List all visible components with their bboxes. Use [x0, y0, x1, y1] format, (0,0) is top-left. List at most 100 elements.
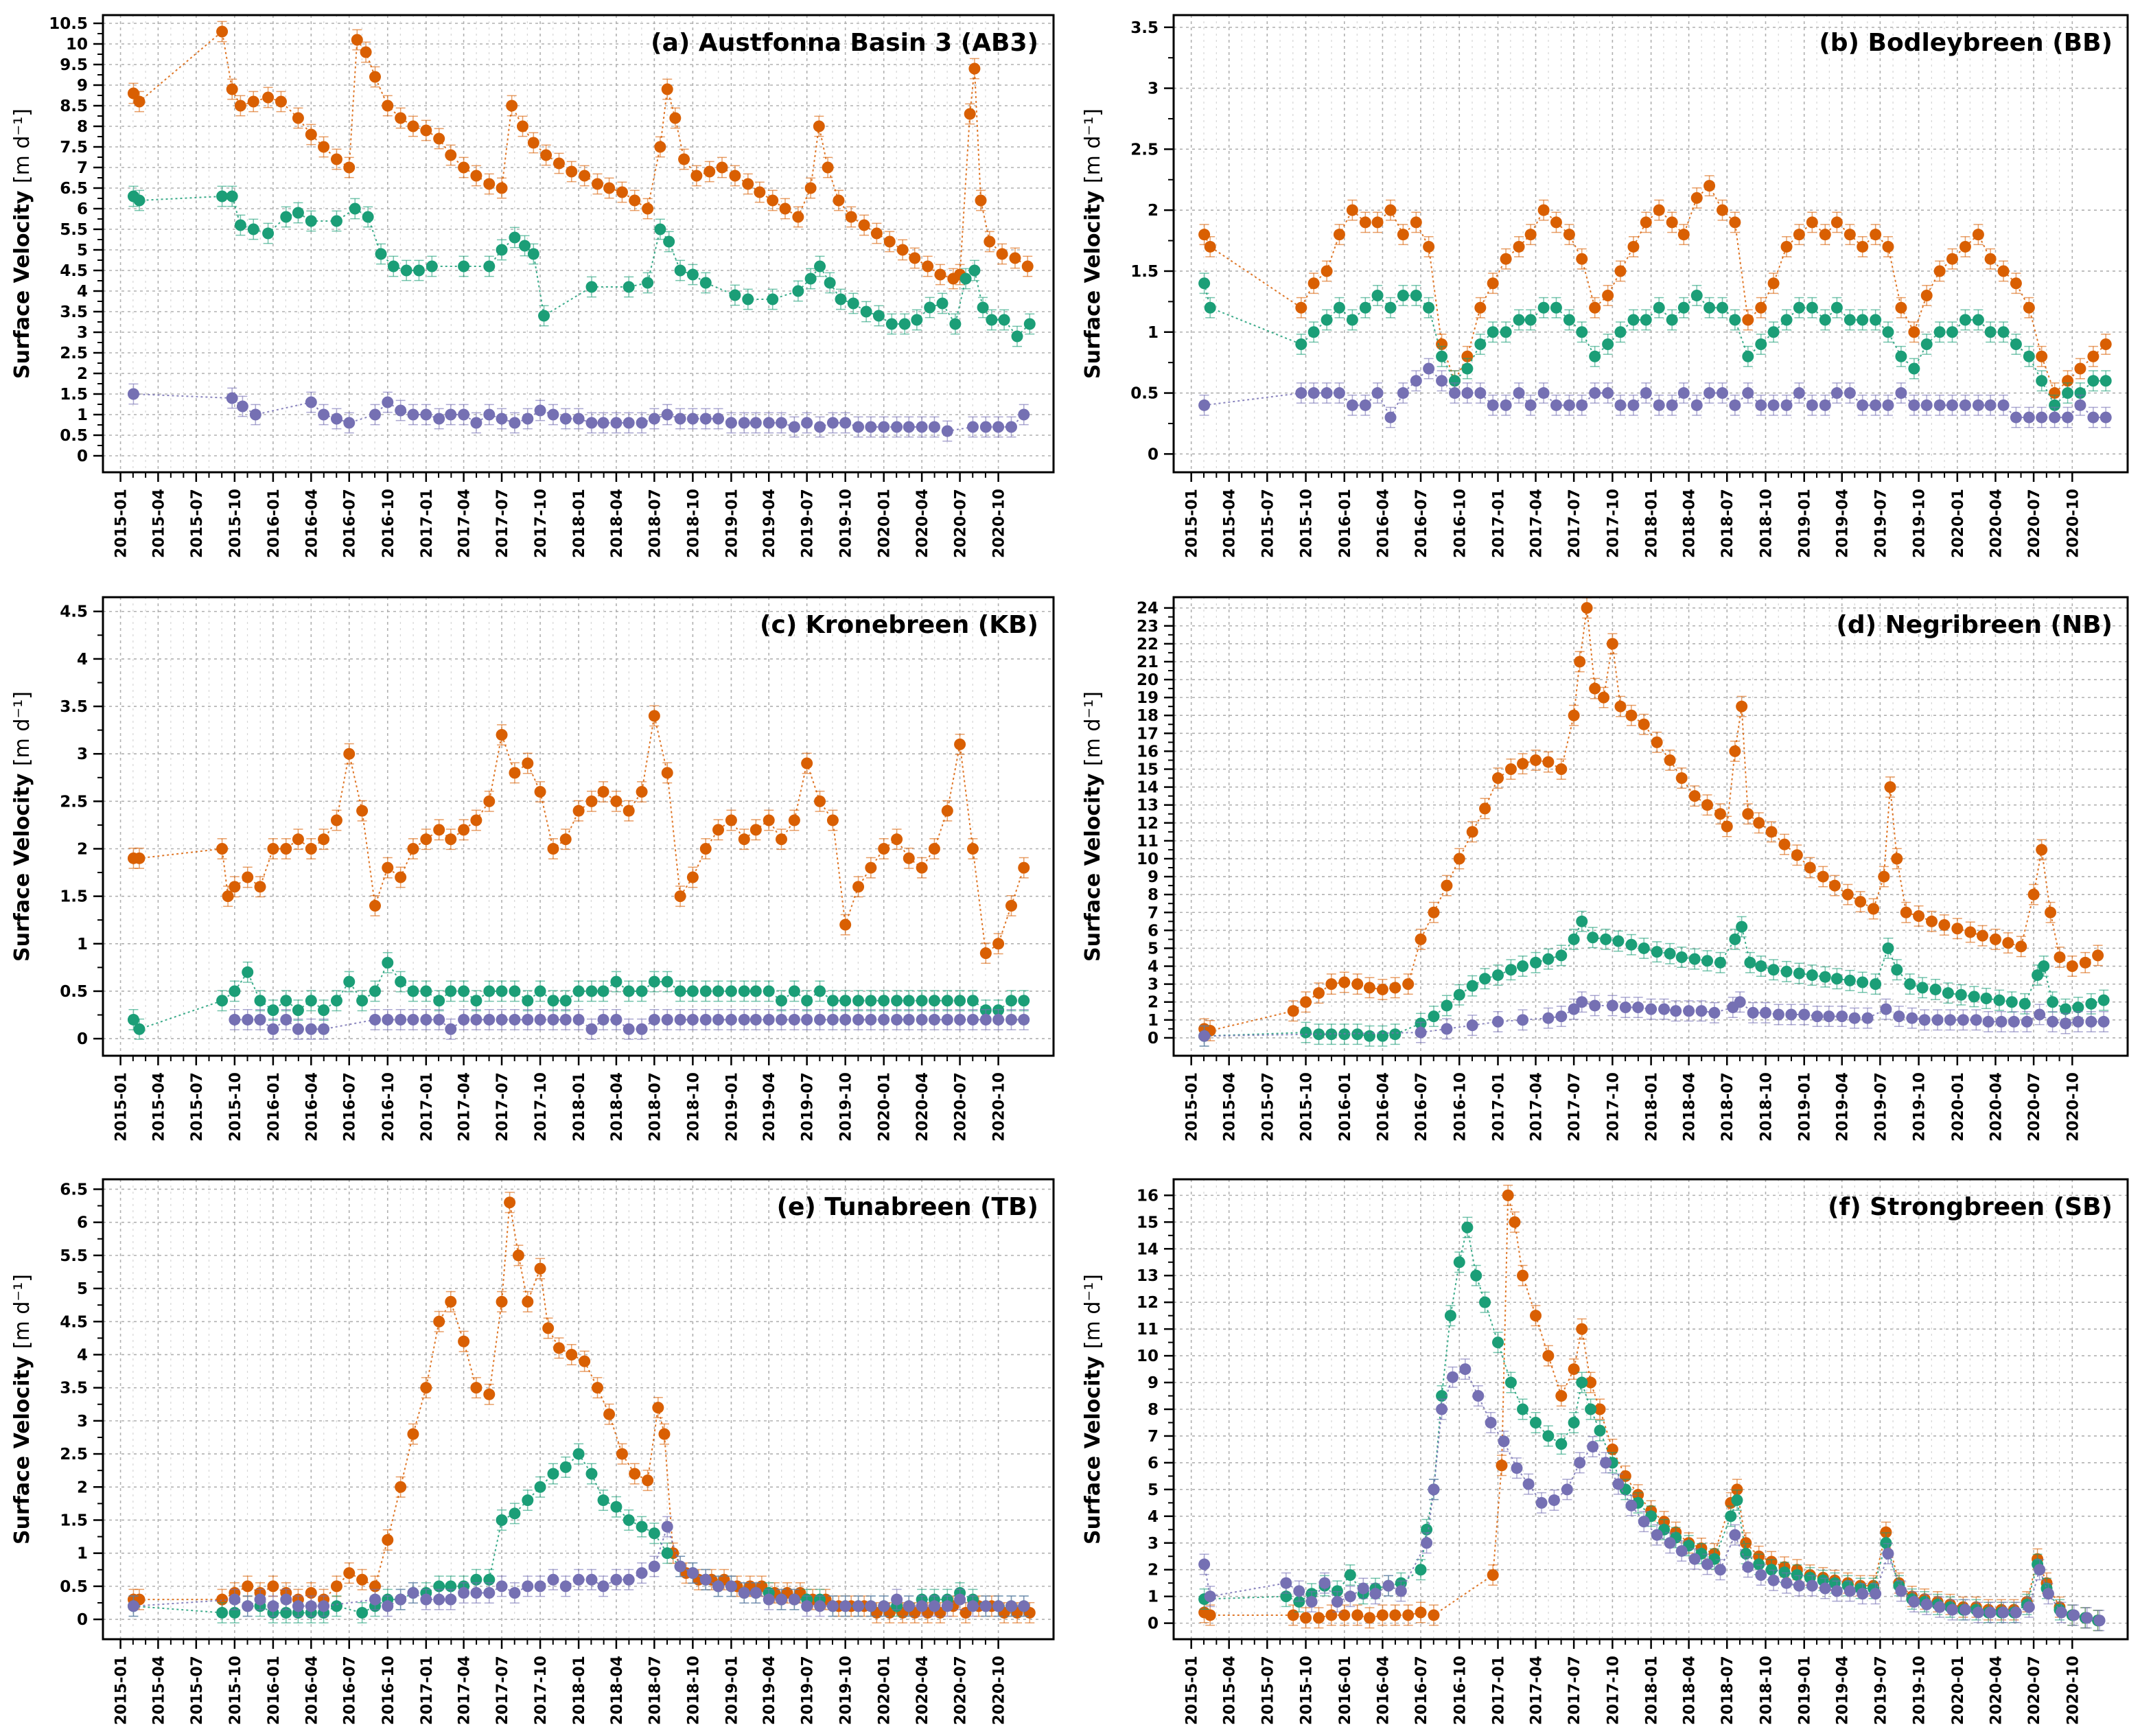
data-point: [585, 795, 598, 807]
data-point: [1504, 964, 1517, 976]
y-axis: 0 0.5 1 1.5 2 2.5 3 3.5 4 4.5: [60, 603, 103, 1048]
x-tick-label: 2016-04: [1375, 1072, 1392, 1142]
data-point: [387, 260, 399, 273]
data-point: [1563, 399, 1575, 411]
data-point: [234, 219, 246, 231]
data-point: [1844, 229, 1856, 241]
data-point: [804, 182, 817, 194]
data-point: [585, 985, 598, 997]
data-point: [865, 995, 877, 1007]
data-point: [1913, 910, 1925, 922]
data-point: [1312, 1028, 1325, 1041]
data-point: [610, 1573, 623, 1586]
x-tick-label: 2020-01: [876, 489, 894, 558]
x-tick-label: 2020-10: [2065, 1072, 2082, 1142]
data-point: [226, 190, 238, 202]
data-point: [1806, 399, 1818, 411]
x-tick-label: 2020-04: [914, 489, 931, 558]
data-point: [1793, 967, 1805, 980]
data-point: [330, 413, 342, 425]
x-tick-label: 2020-07: [2026, 1072, 2043, 1142]
data-point: [395, 112, 407, 124]
data-point: [1402, 978, 1415, 991]
y-tick-label: 0.5: [60, 1578, 88, 1596]
data-point: [280, 211, 292, 223]
y-tick-label: 16: [1137, 743, 1159, 761]
x-tick-label: 2018-01: [571, 1656, 588, 1725]
data-point: [522, 413, 534, 425]
data-point: [822, 161, 834, 174]
data-point: [1658, 1003, 1671, 1015]
data-point: [229, 1013, 241, 1026]
data-point: [1688, 790, 1701, 802]
y-tick-label: 0: [77, 448, 88, 465]
data-point: [1574, 656, 1586, 668]
y-tick-label: 0: [1148, 445, 1159, 463]
data-point: [865, 1013, 877, 1026]
data-point: [1664, 947, 1676, 960]
data-point: [433, 132, 445, 145]
y-tick-label: 7: [77, 159, 88, 177]
data-point: [1589, 999, 1601, 1012]
y-tick-label: 2: [77, 841, 88, 859]
data-point: [729, 289, 741, 301]
data-point: [1295, 338, 1307, 351]
x-tick-label: 2016-04: [1375, 489, 1392, 558]
data-point: [1830, 301, 1843, 314]
data-point: [369, 1013, 381, 1026]
data-point: [1333, 229, 1345, 241]
data-point: [1946, 253, 1958, 265]
data-point: [2008, 1015, 2020, 1028]
data-point: [1371, 216, 1384, 229]
data-point: [648, 710, 660, 722]
data-point: [1721, 820, 1733, 833]
data-point: [629, 194, 641, 207]
data-point: [966, 995, 979, 1007]
data-point: [1670, 1005, 1682, 1017]
series-orange: [127, 21, 1034, 290]
data-point: [891, 1593, 903, 1606]
data-point: [1920, 399, 1933, 411]
y-tick-label: 6: [77, 200, 88, 218]
data-point: [349, 202, 361, 215]
data-point: [1321, 314, 1333, 326]
data-point: [305, 128, 317, 141]
series-purple: [127, 383, 1030, 442]
data-point: [729, 170, 741, 182]
data-point: [814, 1013, 826, 1026]
data-point: [738, 417, 750, 429]
data-point: [1844, 387, 1856, 400]
data-point: [1830, 216, 1843, 229]
y-tick-label: 17: [1137, 725, 1159, 743]
data-point: [267, 1023, 279, 1035]
data-point: [686, 268, 699, 281]
data-point: [483, 178, 496, 190]
data-point: [928, 995, 940, 1007]
data-point: [1333, 301, 1345, 314]
data-point: [2023, 411, 2035, 424]
data-point: [458, 260, 470, 273]
data-point: [407, 120, 419, 132]
data-point: [2092, 949, 2104, 962]
y-tick-label: 4: [77, 651, 88, 669]
y-axis-label-text: Surface Velocity: [1081, 183, 1105, 379]
data-point: [903, 995, 915, 1007]
data-area: [1198, 175, 2112, 428]
data-point: [916, 861, 928, 874]
x-tick-label: 2020-01: [1950, 489, 1967, 558]
data-point: [1701, 955, 1714, 967]
y-tick-label: 2.5: [60, 793, 88, 811]
data-point: [1492, 772, 1504, 785]
data-point: [407, 1587, 419, 1599]
data-point: [534, 1262, 546, 1275]
data-point: [216, 843, 229, 855]
y-tick-label: 9: [1148, 868, 1159, 886]
data-point: [616, 1448, 628, 1460]
data-point: [496, 244, 508, 256]
data-point: [2015, 940, 2027, 953]
data-point: [534, 786, 546, 798]
x-tick-label: 2019-07: [800, 489, 817, 558]
data-point: [1744, 956, 1756, 969]
data-point: [845, 211, 857, 223]
data-point: [1550, 399, 1562, 411]
